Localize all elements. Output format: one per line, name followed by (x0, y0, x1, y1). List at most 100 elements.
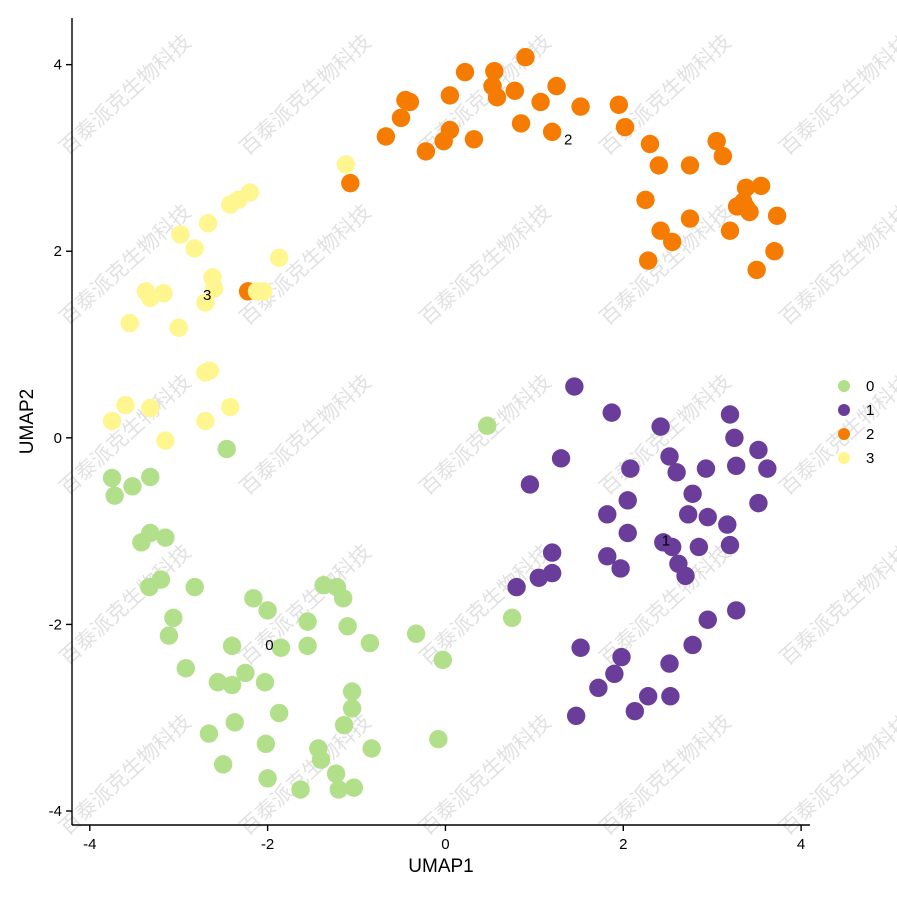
watermark-text: 百泰派克生物科技 (595, 370, 736, 500)
point-cluster-3 (196, 293, 215, 312)
point-cluster-0 (433, 650, 452, 670)
point-cluster-1 (566, 706, 586, 726)
point-cluster-0 (156, 528, 175, 547)
watermark-text: 百泰派克生物科技 (55, 540, 196, 670)
point-cluster-0 (478, 416, 497, 435)
watermark-text: 百泰派克生物科技 (55, 200, 196, 330)
point-cluster-3 (221, 397, 240, 417)
point-cluster-2 (680, 156, 700, 175)
point-cluster-1 (758, 459, 777, 478)
point-cluster-0 (406, 624, 426, 643)
cluster-label-1: 1 (662, 532, 670, 549)
point-cluster-2 (440, 86, 460, 105)
x-axis-title: UMAP1 (408, 856, 473, 877)
watermark-text: 百泰派克生物科技 (775, 540, 897, 670)
y-tick-label: -2 (49, 616, 62, 633)
legend-label: 1 (866, 402, 874, 419)
watermark-text: 百泰派克生物科技 (55, 30, 196, 160)
point-cluster-2 (609, 95, 629, 114)
point-cluster-0 (217, 439, 236, 459)
point-cluster-3 (198, 214, 218, 233)
point-cluster-2 (767, 206, 787, 225)
cluster-label-0: 0 (265, 637, 273, 654)
point-cluster-0 (333, 589, 353, 608)
point-cluster-2 (505, 81, 524, 100)
point-cluster-0 (123, 477, 142, 496)
point-cluster-0 (244, 589, 263, 608)
point-cluster-0 (208, 673, 228, 692)
point-cluster-1 (605, 664, 624, 684)
point-cluster-3 (141, 288, 160, 308)
legend-swatch (838, 428, 850, 440)
point-cluster-0 (298, 612, 317, 631)
legend-item-2: 2 (838, 426, 874, 443)
point-cluster-2 (485, 61, 504, 81)
watermark-text: 百泰派克生物科技 (415, 710, 556, 840)
point-cluster-0 (185, 577, 204, 597)
point-cluster-0 (326, 764, 346, 783)
legend: 0 1 2 3 (838, 378, 874, 467)
point-cluster-1 (660, 447, 679, 466)
point-cluster-1 (660, 654, 679, 673)
point-cluster-0 (176, 659, 196, 678)
point-cluster-2 (636, 190, 655, 210)
watermark-text: 百泰派克生物科技 (55, 710, 196, 840)
point-cluster-1 (696, 459, 716, 478)
watermark-text: 百泰派克生物科技 (775, 370, 897, 500)
point-cluster-0 (222, 636, 242, 656)
point-cluster-2 (455, 62, 475, 82)
watermark-text: 百泰派克生物科技 (415, 540, 556, 670)
watermark-text: 百泰派克生物科技 (235, 710, 376, 840)
point-cluster-2 (720, 221, 740, 240)
point-cluster-1 (718, 515, 737, 534)
point-cluster-1 (602, 403, 621, 422)
point-cluster-0 (199, 724, 219, 743)
point-cluster-1 (625, 701, 645, 721)
point-cluster-0 (258, 601, 277, 620)
watermark-text: 百泰派克生物科技 (235, 370, 376, 500)
point-cluster-1 (678, 505, 698, 524)
x-tick-label: 0 (441, 836, 449, 853)
point-cluster-0 (159, 626, 179, 645)
point-cluster-2 (713, 146, 733, 166)
point-cluster-0 (256, 734, 276, 754)
watermark-text: 百泰派克生物科技 (595, 200, 736, 330)
y-tick-label: 0 (54, 430, 62, 447)
point-cluster-2 (416, 142, 436, 161)
x-tick-label: -4 (83, 836, 96, 853)
point-cluster-2 (740, 202, 759, 222)
point-cluster-2 (396, 90, 415, 110)
point-cluster-1 (698, 507, 717, 527)
point-cluster-3 (116, 395, 135, 415)
y-tick-label: -4 (49, 803, 62, 820)
point-cluster-2 (464, 130, 484, 149)
point-cluster-0 (291, 780, 310, 799)
watermark-text: 百泰派克生物科技 (775, 30, 897, 160)
x-tick-label: -2 (261, 836, 274, 853)
point-cluster-2 (649, 156, 669, 175)
point-cluster-0 (271, 638, 291, 657)
point-cluster-0 (344, 778, 364, 797)
point-cluster-0 (140, 577, 159, 597)
legend-label: 0 (866, 378, 874, 395)
legend-swatch (838, 452, 850, 464)
point-cluster-2 (511, 114, 531, 133)
axes: -4 -2 0 2 4 -4 -2 0 2 4 UMAP1 UMAP2 (17, 18, 810, 877)
point-cluster-3 (156, 431, 175, 450)
point-cluster-2 (640, 134, 660, 154)
legend-item-1: 1 (838, 402, 874, 419)
y-tick-label: 4 (54, 57, 62, 74)
point-cluster-1 (720, 535, 740, 555)
point-cluster-1 (667, 463, 686, 482)
point-cluster-3 (169, 318, 188, 337)
cluster-label-3: 3 (203, 287, 211, 304)
point-cluster-2 (662, 232, 682, 252)
point-cluster-1 (749, 440, 768, 460)
point-cluster-3 (269, 248, 289, 267)
point-cluster-1 (621, 459, 640, 478)
point-cluster-1 (720, 405, 740, 424)
legend-swatch (838, 404, 850, 416)
point-cluster-2 (707, 131, 726, 151)
point-cluster-0 (141, 467, 160, 487)
